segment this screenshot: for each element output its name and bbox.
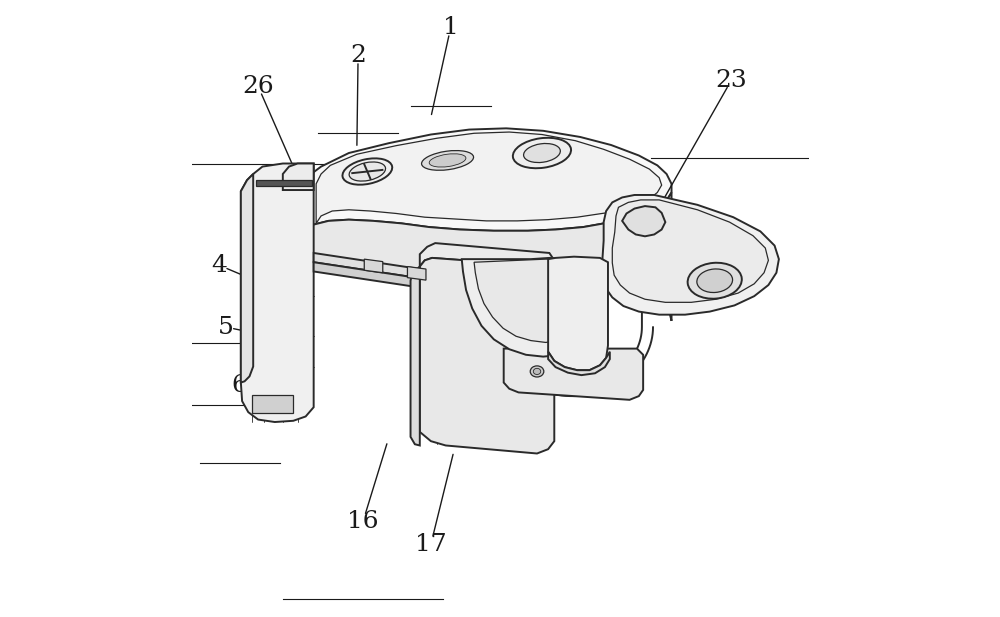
Polygon shape: [420, 243, 554, 267]
Ellipse shape: [513, 138, 571, 168]
Ellipse shape: [524, 144, 560, 162]
Text: 5: 5: [217, 315, 233, 339]
Polygon shape: [420, 258, 554, 453]
Ellipse shape: [429, 154, 466, 167]
Ellipse shape: [349, 162, 386, 181]
Polygon shape: [474, 259, 597, 342]
Polygon shape: [314, 253, 457, 284]
Polygon shape: [299, 128, 672, 239]
Polygon shape: [364, 259, 383, 273]
Ellipse shape: [342, 159, 392, 184]
Text: 2: 2: [350, 44, 366, 67]
Polygon shape: [316, 132, 662, 223]
Text: 1: 1: [443, 16, 459, 39]
Polygon shape: [241, 164, 314, 422]
Polygon shape: [602, 195, 779, 315]
Polygon shape: [462, 258, 605, 357]
Polygon shape: [622, 206, 665, 236]
Text: 6: 6: [232, 374, 248, 397]
Polygon shape: [283, 164, 314, 190]
Text: 26: 26: [242, 75, 274, 98]
Polygon shape: [299, 193, 672, 321]
Polygon shape: [407, 267, 426, 280]
Text: 17: 17: [415, 532, 447, 556]
Text: 16: 16: [347, 510, 379, 533]
Polygon shape: [252, 395, 293, 413]
Polygon shape: [504, 349, 643, 400]
Ellipse shape: [533, 368, 541, 375]
Ellipse shape: [688, 263, 742, 299]
Polygon shape: [314, 262, 457, 293]
Polygon shape: [241, 174, 253, 383]
Polygon shape: [256, 180, 312, 186]
Ellipse shape: [697, 269, 733, 292]
Polygon shape: [548, 257, 608, 370]
Polygon shape: [548, 352, 610, 375]
Text: 23: 23: [716, 68, 747, 92]
Ellipse shape: [422, 151, 474, 170]
Text: 4: 4: [211, 254, 227, 277]
Polygon shape: [612, 200, 768, 302]
Polygon shape: [411, 267, 420, 445]
Ellipse shape: [530, 366, 544, 377]
